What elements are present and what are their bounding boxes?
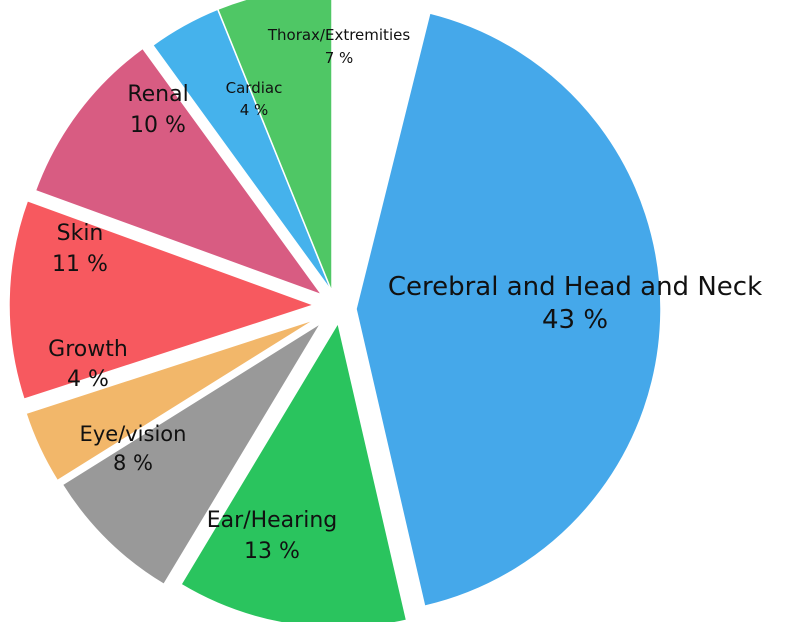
slice-value-thorax-extremities: 7 % [325,49,354,67]
slice-value-ear-hearing: 13 % [244,539,300,564]
slice-label-eye-vision: Eye/vision [80,422,187,446]
slice-label-cerebral-and-head-and-neck: Cerebral and Head and Neck [388,272,762,302]
slice-label-growth: Growth [48,337,128,362]
pie-slice-eye-vision [61,322,322,586]
slice-value-cerebral-and-head-and-neck: 43 % [542,305,608,335]
slice-label-ear-hearing: Ear/Hearing [207,508,337,533]
slice-label-renal: Renal [127,82,188,107]
slice-label-cardiac: Cardiac [226,79,283,97]
pie-slice-cerebral-and-head-and-neck [355,12,662,608]
pie-slice-growth [24,318,317,482]
slice-value-skin: 11 % [52,252,108,277]
slice-value-cardiac: 4 % [240,101,269,119]
pie-slice-thorax-extremities [216,0,333,293]
slice-value-eye-vision: 8 % [113,451,153,475]
pie-slice-skin [8,199,317,401]
slice-label-thorax-extremities: Thorax/Extremities [267,26,410,44]
pie-slice-renal [34,47,325,297]
slice-value-growth: 4 % [67,367,109,392]
slice-label-skin: Skin [57,221,104,246]
pie-slices [8,0,662,622]
slice-value-renal: 10 % [130,113,186,138]
pie-slice-ear-hearing [179,321,408,622]
